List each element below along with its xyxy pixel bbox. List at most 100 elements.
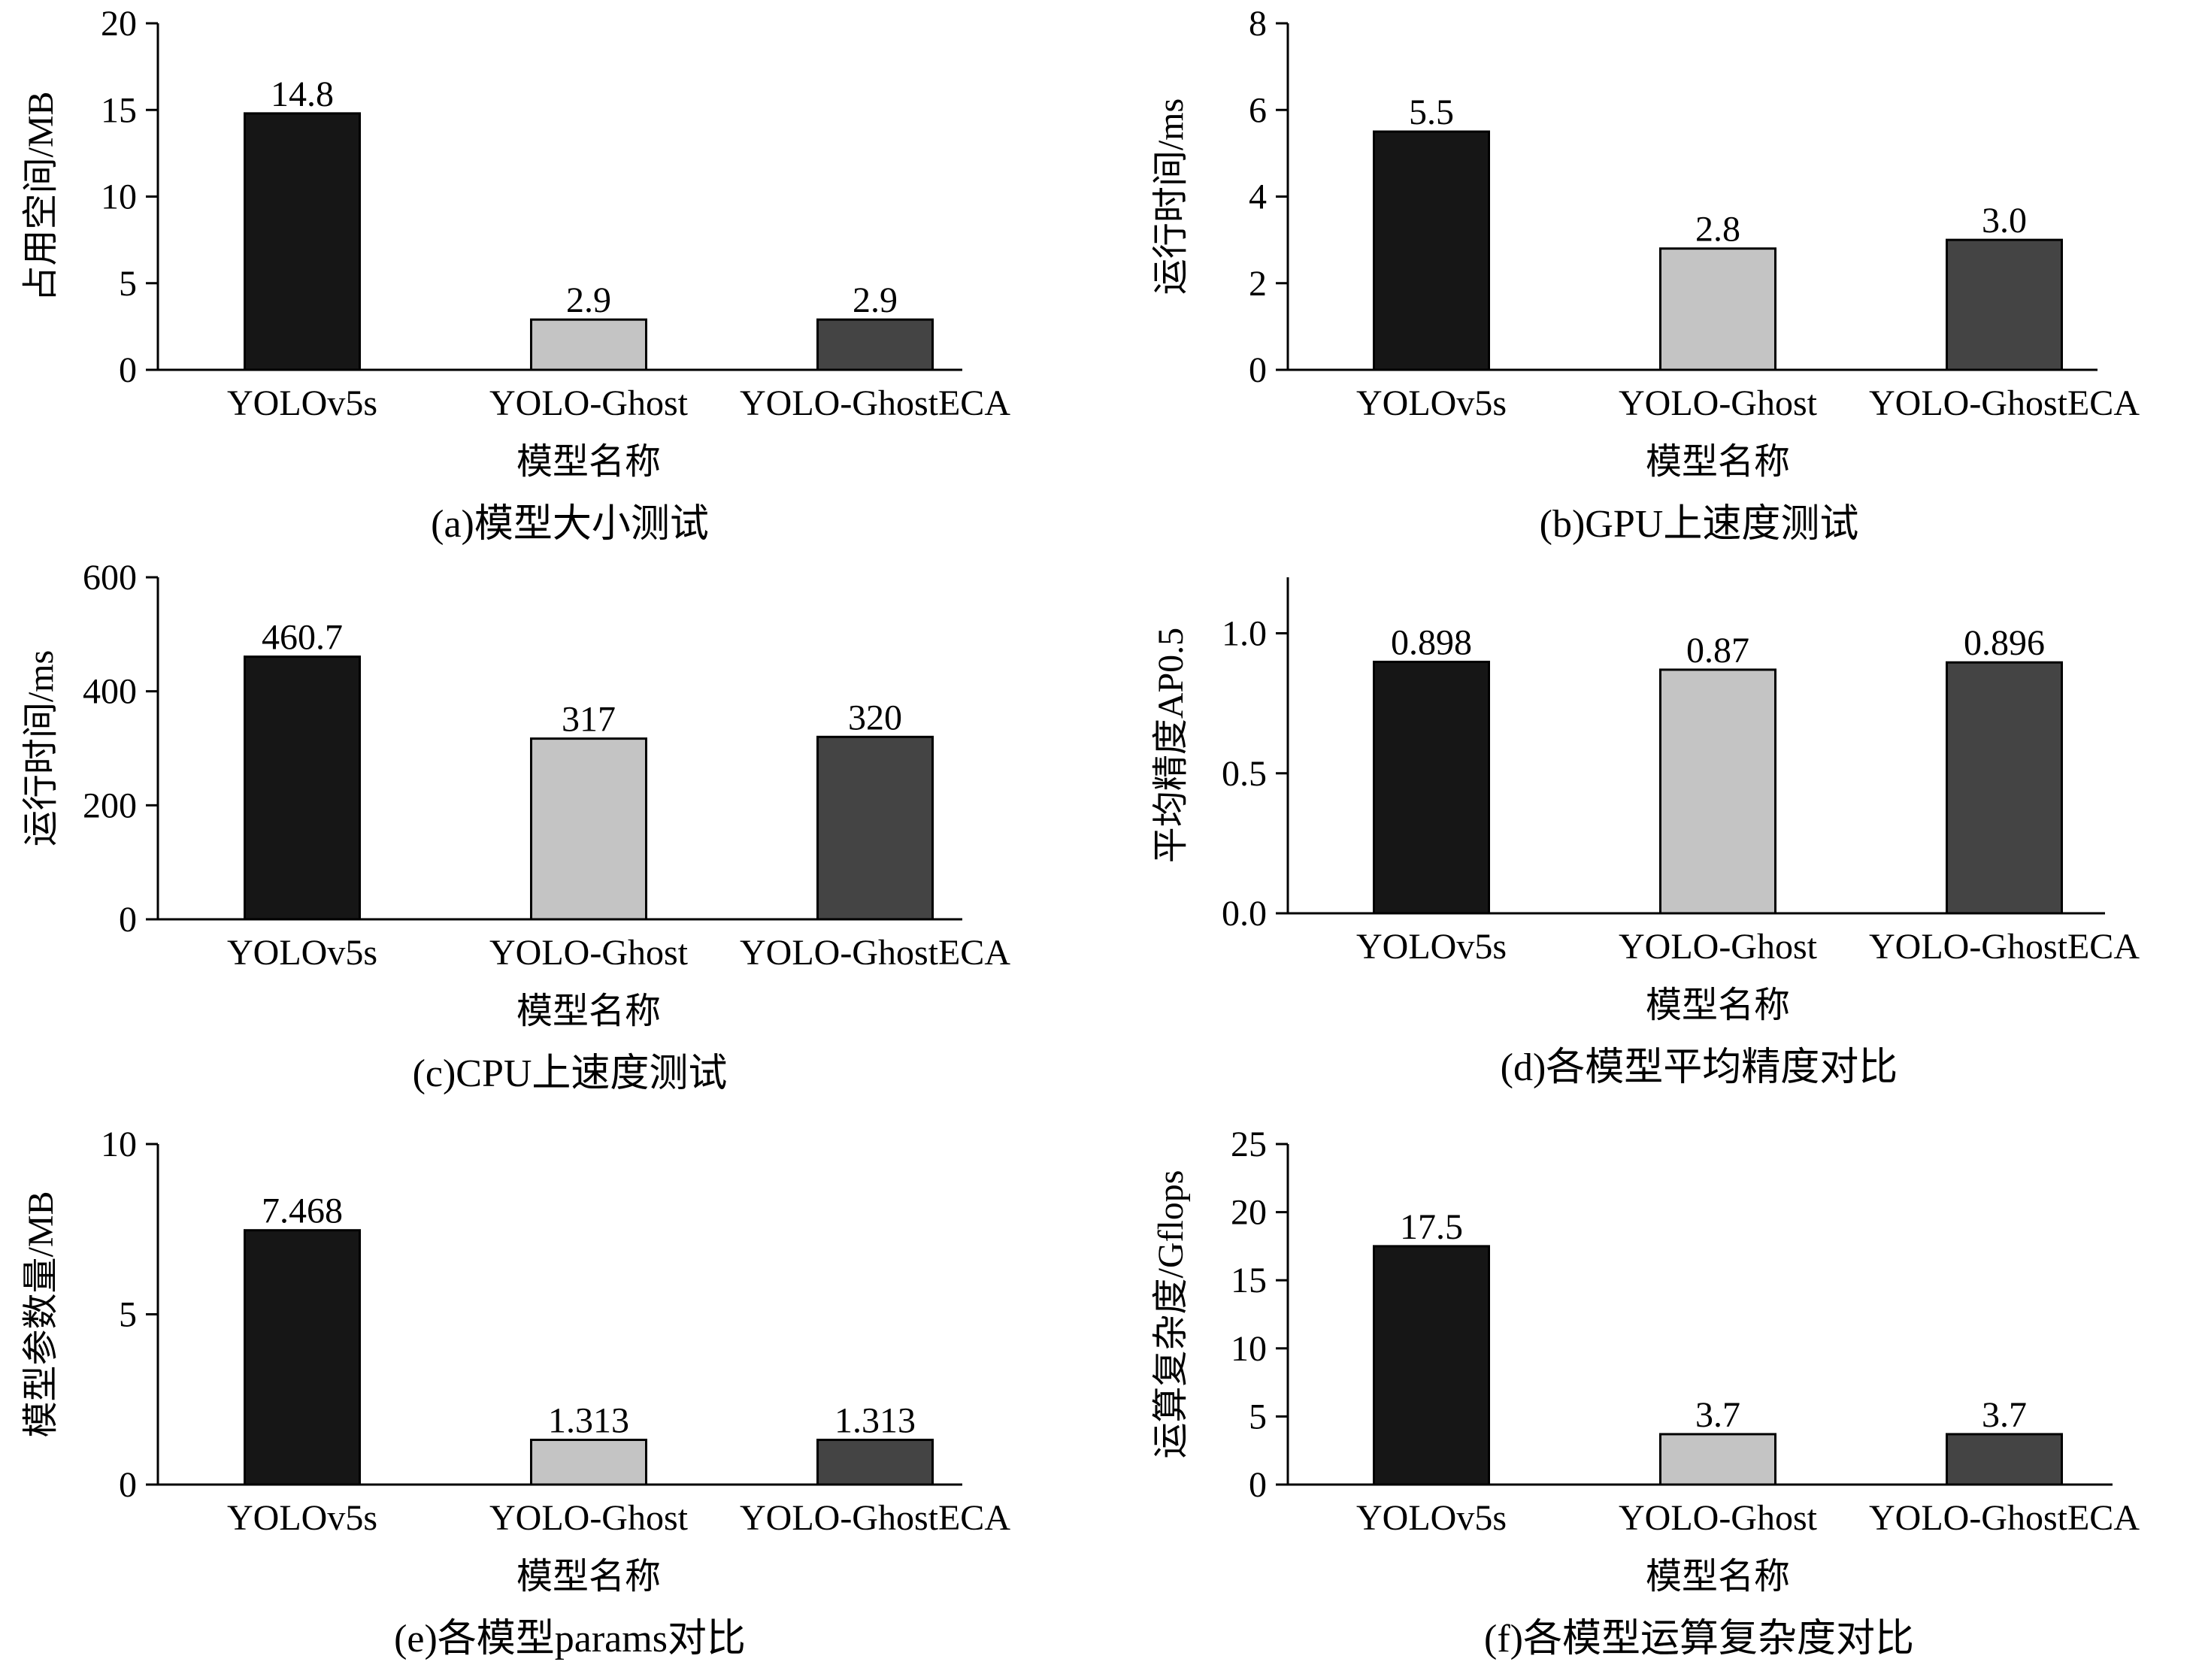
y-axis-label: 运算复杂度/Gflops — [1151, 1170, 1191, 1458]
x-tick-label: YOLO-Ghost — [489, 1498, 689, 1538]
bar-value-label: 3.7 — [1695, 1395, 1740, 1435]
bar-value-label: 2.9 — [566, 280, 611, 320]
bar — [1659, 1433, 1776, 1486]
bar-value-label: 460.7 — [262, 618, 343, 658]
x-tick-label: YOLOv5s — [1356, 927, 1507, 967]
y-axis-label: 运行时间/ms — [21, 650, 61, 846]
bar — [816, 735, 934, 921]
x-axis-label: 模型名称 — [1646, 442, 1790, 482]
y-tick-label: 5 — [119, 264, 137, 304]
y-tick-label: 0 — [1249, 1465, 1267, 1505]
y-axis-label: 占用空间/MB — [21, 91, 61, 301]
panel-caption: (d)各模型平均精度对比 — [1501, 1046, 1898, 1089]
bar-value-label: 3.0 — [1982, 201, 2027, 241]
bar-value-label: 317 — [562, 700, 616, 740]
x-tick-label: YOLO-Ghost — [489, 933, 689, 973]
y-tick-label: 10 — [1231, 1329, 1267, 1369]
panel-caption: (a)模型大小测试 — [431, 503, 709, 546]
y-tick-label: 6 — [1249, 90, 1267, 130]
x-tick-label: YOLO-GhostECA — [740, 1498, 1010, 1538]
x-tick-label: YOLOv5s — [227, 933, 377, 973]
bar — [530, 1439, 647, 1486]
bar — [530, 737, 647, 921]
bar — [1659, 668, 1776, 915]
bar — [816, 1439, 934, 1486]
bar-value-label: 0.898 — [1391, 622, 1472, 662]
y-tick-label: 15 — [101, 90, 137, 130]
bar-value-label: 320 — [848, 698, 902, 737]
bar-value-label: 7.468 — [262, 1191, 343, 1231]
y-tick-label: 1.0 — [1222, 614, 1267, 654]
x-tick-label: YOLO-Ghost — [489, 383, 689, 423]
bar-value-label: 0.896 — [1964, 623, 2045, 663]
bar-value-label: 14.8 — [271, 74, 334, 114]
x-axis-label: 模型名称 — [1646, 985, 1790, 1025]
bar-value-label: 2.8 — [1695, 210, 1740, 250]
chart-panel-d: 0.0 0.5 1.0 0.898 YOLOv5s 0.87 YOLO-Ghost 0.896… — [1151, 577, 2140, 1089]
y-tick-label: 25 — [1231, 1125, 1267, 1164]
x-axis-label: 模型名称 — [516, 991, 661, 1031]
x-axis-label: 模型名称 — [516, 1557, 661, 1597]
y-tick-label: 0 — [119, 900, 137, 940]
bar — [1373, 130, 1490, 371]
x-tick-label: YOLO-Ghost — [1619, 383, 1818, 423]
y-tick-label: 10 — [101, 1125, 137, 1164]
y-tick-label: 5 — [1249, 1397, 1267, 1436]
x-tick-label: YOLOv5s — [1356, 1498, 1507, 1538]
y-tick-label: 20 — [101, 4, 137, 44]
y-tick-label: 0 — [119, 1465, 137, 1505]
bar — [244, 1229, 361, 1486]
y-tick-label: 5 — [119, 1295, 137, 1335]
x-axis-label: 模型名称 — [1646, 1557, 1790, 1597]
bar-value-label: 17.5 — [1400, 1207, 1463, 1247]
x-tick-label: YOLO-GhostECA — [740, 383, 1010, 423]
bar — [1373, 660, 1490, 915]
x-tick-label: YOLO-GhostECA — [740, 933, 1010, 973]
bar-value-label: 0.87 — [1686, 631, 1749, 670]
x-tick-label: YOLO-Ghost — [1619, 1498, 1818, 1538]
bar — [816, 318, 934, 371]
chart-panel-f: 0 5 10 15 20 25 17.5 YOLOv5s 3.7 YOLO-Ghost 3.7 YOL… — [1151, 1125, 2140, 1660]
panel-caption: (c)CPU上速度测试 — [413, 1052, 728, 1095]
bar — [1946, 1433, 2063, 1486]
y-tick-label: 0 — [119, 350, 137, 390]
x-tick-label: YOLOv5s — [1356, 383, 1507, 423]
y-tick-label: 2 — [1249, 264, 1267, 304]
y-axis-label: 平均精度AP0.5 — [1151, 628, 1191, 863]
bar — [244, 655, 361, 921]
bar — [1373, 1245, 1490, 1486]
y-tick-label: 400 — [83, 672, 137, 712]
bar-value-label: 5.5 — [1409, 92, 1454, 132]
x-tick-label: YOLO-GhostECA — [1869, 383, 2140, 423]
bar — [1946, 661, 2063, 915]
panel-caption: (f)各模型运算复杂度对比 — [1484, 1618, 1914, 1660]
y-tick-label: 0.0 — [1222, 894, 1267, 934]
bar-value-label: 3.7 — [1982, 1395, 2027, 1435]
y-tick-label: 600 — [83, 558, 137, 598]
x-tick-label: YOLO-GhostECA — [1869, 927, 2140, 967]
chart-panel-c: 0 200 400 600 460.7 YOLOv5s 317 YOLO-Ghost 320 YO… — [21, 558, 1010, 1095]
y-tick-label: 200 — [83, 786, 137, 825]
y-tick-label: 10 — [101, 177, 137, 217]
bar-value-label: 1.313 — [548, 1401, 629, 1441]
y-tick-label: 15 — [1231, 1261, 1267, 1300]
chart-panel-e: 0 5 10 7.468 YOLOv5s 1.313 YOLO-Ghost 1.313 YOLO… — [21, 1125, 1010, 1660]
y-tick-label: 8 — [1249, 4, 1267, 44]
y-tick-label: 0.5 — [1222, 754, 1267, 794]
y-tick-label: 20 — [1231, 1193, 1267, 1233]
bar — [244, 112, 361, 371]
panel-caption: (b)GPU上速度测试 — [1540, 503, 1859, 546]
bar-value-label: 1.313 — [834, 1401, 916, 1441]
y-axis-label: 运行时间/ms — [1151, 98, 1191, 295]
bar — [1946, 238, 2063, 371]
x-tick-label: YOLOv5s — [227, 1498, 377, 1538]
y-tick-label: 4 — [1249, 177, 1267, 217]
y-axis-label: 模型参数量/MB — [21, 1191, 61, 1437]
bar — [530, 318, 647, 371]
chart-panel-a: 0 5 10 15 20 14.8 YOLOv5s 2.9 YOLO-Ghost 2.9 YOLO-… — [21, 4, 1010, 546]
x-tick-label: YOLO-Ghost — [1619, 927, 1818, 967]
x-tick-label: YOLOv5s — [227, 383, 377, 423]
bar — [1659, 247, 1776, 371]
panel-caption: (e)各模型params对比 — [394, 1618, 746, 1660]
